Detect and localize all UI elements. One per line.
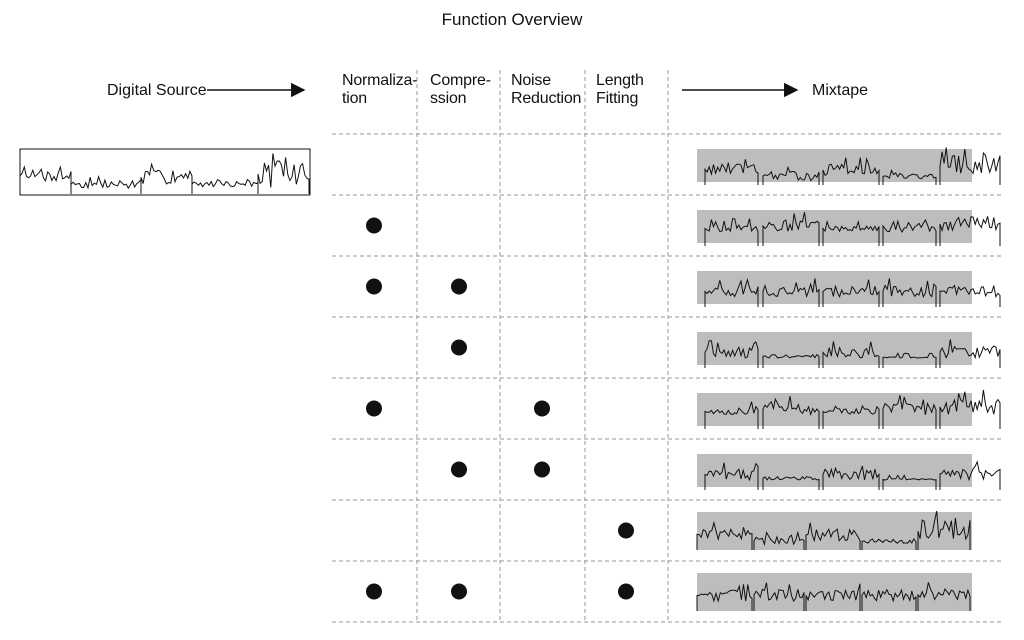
mixtape-outputs	[696, 147, 1001, 611]
mixtape-wave-segment	[882, 219, 937, 246]
mixtape-wave-segment	[882, 352, 937, 368]
mixtape-output	[696, 510, 972, 550]
mixtape-wave-segment	[704, 462, 759, 490]
waveform-segment	[19, 165, 72, 194]
grid-lines	[332, 70, 1002, 623]
mixtape-wave-segment	[753, 530, 805, 550]
applied-dot	[618, 583, 634, 600]
mixtape-output	[697, 454, 1001, 490]
mixtape-wave-segment	[704, 401, 759, 429]
applied-dot	[451, 583, 467, 600]
mixtape-wave-segment	[882, 278, 937, 307]
waveform-segment	[257, 153, 310, 194]
mixtape-wave-segment	[753, 582, 805, 611]
mixtape-band	[697, 210, 972, 243]
column-header-length-fitting: Length Fitting	[596, 72, 644, 107]
mixtape-wave-segment	[822, 157, 880, 185]
mixtape-wave-segment	[762, 475, 820, 490]
applied-dot	[451, 278, 467, 295]
mixtape-output	[697, 210, 1001, 246]
mixtape-wave-segment	[939, 389, 1001, 429]
mixtape-wave-segment	[939, 284, 1001, 307]
mixtape-wave-segment	[917, 582, 971, 611]
waveform-segment	[191, 178, 259, 194]
source-waveform	[19, 153, 310, 194]
mixtape-wave-segment	[805, 583, 861, 611]
applied-dot	[366, 583, 382, 600]
mixtape-wave-segment	[704, 277, 759, 307]
mixtape-wave-segment	[882, 169, 937, 185]
mixtape-label: Mixtape	[812, 82, 869, 99]
mixtape-wave-segment	[704, 159, 759, 185]
mixtape-wave-segment	[762, 212, 820, 246]
mixtape-wave-segment	[939, 216, 1001, 246]
mixtape-wave-segment	[939, 339, 1001, 368]
mixtape-band	[697, 149, 972, 182]
waveform-segment	[70, 174, 142, 194]
applied-dot	[451, 461, 467, 478]
mixtape-wave-segment	[762, 353, 820, 368]
mixtape-wave-segment	[704, 218, 759, 246]
mixtape-wave-segment	[762, 278, 820, 307]
mixtape-wave-segment	[822, 279, 880, 307]
digital-source-label: Digital Source	[107, 82, 207, 99]
applied-dot	[366, 217, 382, 234]
mixtape-wave-segment	[861, 537, 917, 550]
mixtape-wave-segment	[696, 584, 753, 611]
mixtape-wave-segment	[822, 341, 880, 368]
waveform-segment	[140, 162, 193, 194]
mixtape-wave-segment	[939, 147, 1001, 185]
mixtape-wave-segment	[882, 474, 937, 490]
mixtape-wave-segment	[822, 404, 880, 429]
mixtape-wave-segment	[939, 460, 1001, 490]
mixtape-output	[697, 147, 1001, 185]
mixtape-output	[696, 573, 972, 611]
mixtape-wave-segment	[861, 588, 917, 611]
mixtape-wave-segment	[805, 522, 861, 550]
mixtape-wave-segment	[882, 395, 937, 429]
applied-dot	[366, 400, 382, 417]
mixtape-wave-segment	[762, 165, 820, 185]
applied-dot	[534, 461, 550, 478]
applied-dot	[451, 339, 467, 356]
mixtape-wave-segment	[704, 340, 759, 368]
applied-dot	[618, 522, 634, 539]
mixtape-wave-segment	[822, 219, 880, 246]
mixtape-wave-segment	[762, 396, 820, 429]
mixtape-output	[697, 389, 1001, 429]
mixtape-output	[697, 271, 1001, 307]
mixtape-wave-segment	[917, 510, 971, 550]
mixtape-wave-segment	[696, 520, 753, 550]
applied-function-markers	[366, 217, 634, 600]
column-header-normalization: Normaliza- tion	[342, 72, 418, 107]
diagram-title: Function Overview	[441, 10, 583, 29]
mixtape-wave-segment	[822, 465, 880, 490]
column-header-noise-reduction: Noise Reduction	[511, 72, 582, 107]
applied-dot	[366, 278, 382, 295]
applied-dot	[534, 400, 550, 417]
mixtape-output	[697, 332, 1001, 368]
column-header-compression: Compre- ssion	[430, 72, 491, 107]
source-waveform-frame	[19, 148, 311, 196]
